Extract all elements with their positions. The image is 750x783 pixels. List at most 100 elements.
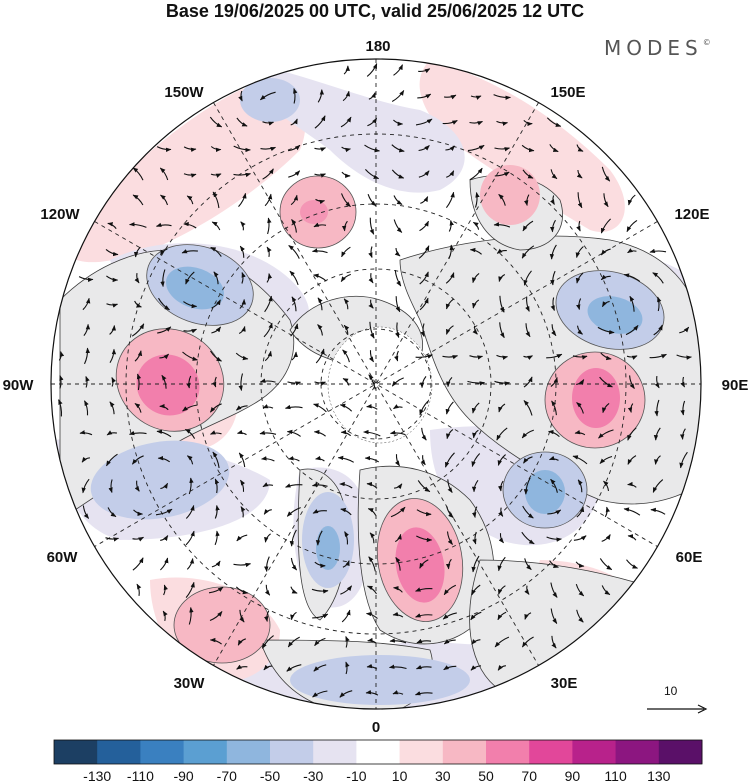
wind-arrow bbox=[470, 611, 482, 621]
lon-label-60e: 60E bbox=[676, 549, 703, 566]
wind-arrow bbox=[290, 118, 298, 126]
wind-arrow bbox=[340, 116, 352, 128]
wind-arrow bbox=[313, 273, 327, 282]
wind-arrow bbox=[391, 169, 405, 179]
wind-arrow bbox=[550, 270, 556, 286]
wind-arrow bbox=[290, 611, 297, 621]
wind-arrow bbox=[497, 611, 507, 621]
wind-arrow bbox=[524, 585, 530, 595]
wind-arrow bbox=[209, 611, 223, 622]
wind-arrow bbox=[650, 507, 666, 515]
wind-arrow bbox=[470, 665, 482, 671]
wind-arrow bbox=[210, 146, 222, 153]
wind-arrow bbox=[158, 297, 170, 311]
wind-arrow bbox=[626, 559, 639, 569]
wind-arrow bbox=[576, 506, 585, 518]
wind-arrow bbox=[471, 453, 481, 468]
wind-scale-label: 10 bbox=[664, 684, 678, 698]
wind-arrow bbox=[132, 167, 144, 181]
wind-arrow bbox=[288, 170, 301, 178]
wind-arrow bbox=[157, 326, 172, 334]
wind-arrow bbox=[448, 219, 454, 232]
wind-arrow bbox=[106, 275, 119, 283]
wind-arrow bbox=[134, 402, 142, 413]
lon-label-90w: 90W bbox=[3, 377, 35, 394]
wind-arrow bbox=[185, 581, 195, 598]
wind-arrow bbox=[393, 119, 404, 127]
wind-arrow bbox=[629, 375, 635, 390]
wind-arrow bbox=[652, 272, 664, 284]
wind-arrow bbox=[576, 325, 583, 335]
wind-arrow bbox=[289, 270, 299, 286]
wind-arrow bbox=[395, 556, 401, 571]
wind-arrow bbox=[627, 481, 637, 488]
wind-arrow bbox=[285, 483, 303, 488]
wind-arrow bbox=[286, 429, 301, 437]
wind-arrow bbox=[157, 455, 171, 463]
wind-arrow bbox=[210, 173, 222, 178]
wind-arrow bbox=[312, 613, 329, 619]
wind-arrow bbox=[344, 531, 349, 545]
wind-arrow bbox=[185, 530, 195, 546]
wind-arrow bbox=[472, 429, 479, 439]
wind-arrow bbox=[341, 609, 351, 623]
wind-arrow bbox=[368, 374, 376, 390]
wind-arrow bbox=[445, 428, 454, 440]
wind-arrow bbox=[442, 612, 457, 620]
wind-arrow bbox=[524, 612, 532, 620]
wind-arrow bbox=[394, 322, 400, 339]
wind-arrow bbox=[550, 608, 558, 624]
wind-arrow bbox=[676, 354, 692, 360]
wind-arrow bbox=[366, 585, 377, 595]
wind-arrow bbox=[78, 276, 94, 282]
wind-arrow bbox=[576, 379, 585, 385]
wind-arrow bbox=[211, 299, 221, 309]
wind-arrow bbox=[522, 505, 534, 519]
wind-arrow bbox=[415, 118, 433, 126]
wind-arrow bbox=[183, 301, 198, 309]
wind-arrow bbox=[366, 663, 378, 670]
wind-arrow bbox=[389, 430, 406, 436]
wind-arrow bbox=[600, 218, 611, 234]
wind-arrow bbox=[233, 562, 252, 568]
wind-arrow bbox=[109, 325, 117, 335]
wind-arrow bbox=[470, 95, 482, 100]
wind-arrow bbox=[209, 403, 222, 413]
wind-arrow bbox=[471, 272, 480, 284]
wind-arrow bbox=[443, 639, 456, 645]
wind-arrow bbox=[236, 117, 248, 127]
wind-arrow bbox=[105, 248, 119, 257]
wind-arrow bbox=[601, 166, 611, 182]
wind-arrow bbox=[415, 354, 433, 359]
wind-arrow bbox=[601, 585, 611, 596]
wind-arrow bbox=[472, 506, 478, 518]
wind-arrow bbox=[653, 324, 663, 336]
colorbar-swatch bbox=[615, 740, 660, 764]
wind-arrow bbox=[522, 220, 534, 232]
colorbar-swatches bbox=[53, 739, 703, 765]
wind-arrow bbox=[133, 509, 144, 517]
wind-arrow bbox=[496, 354, 509, 360]
modes-logo: MODES© bbox=[604, 36, 711, 60]
wind-arrow bbox=[210, 350, 222, 362]
wind-arrow bbox=[522, 169, 534, 179]
wind-arrow bbox=[576, 402, 584, 414]
wind-arrow bbox=[418, 68, 431, 74]
colorbar-swatch bbox=[140, 740, 185, 764]
wind-arrow bbox=[367, 117, 378, 127]
wind-arrow bbox=[264, 193, 273, 207]
wind-arrow bbox=[84, 400, 89, 416]
wind-arrow bbox=[340, 507, 352, 516]
wind-arrow bbox=[546, 536, 562, 542]
colorbar-swatch bbox=[313, 740, 357, 764]
wind-arrow bbox=[494, 171, 510, 177]
wind-arrow bbox=[467, 380, 486, 386]
wind-arrow bbox=[601, 402, 610, 414]
wind-arrow bbox=[364, 144, 381, 153]
wind-arrow bbox=[241, 271, 246, 284]
wind-arrow bbox=[136, 373, 142, 391]
wind-arrow bbox=[369, 532, 375, 544]
wind-arrow bbox=[680, 376, 685, 388]
wind-arrow bbox=[419, 297, 429, 311]
wind-arrow bbox=[263, 322, 273, 338]
